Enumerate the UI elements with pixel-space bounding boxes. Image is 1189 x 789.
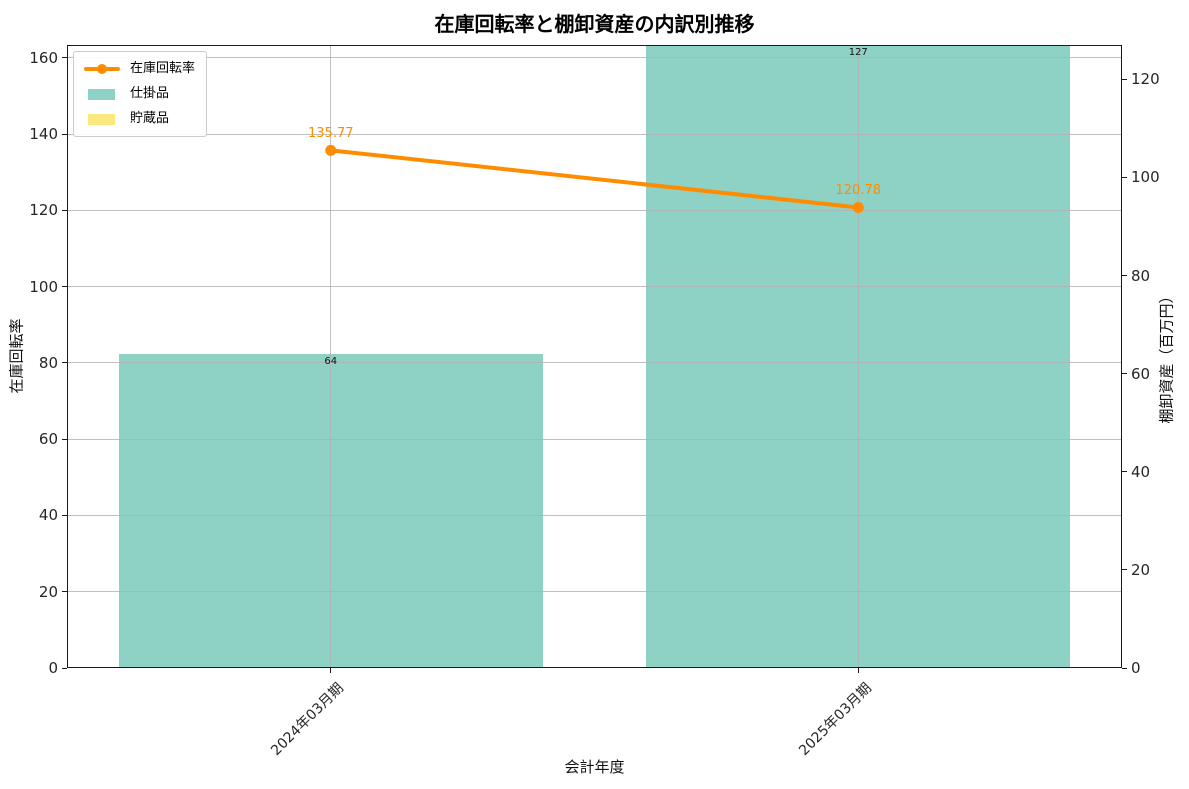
gridline-horizontal — [67, 286, 1122, 288]
line-point-label: 120.78 — [835, 183, 882, 199]
y-left-tick-label: 160 — [29, 48, 58, 67]
y-left-tick-mark — [62, 438, 67, 440]
gridline-vertical — [330, 45, 332, 668]
legend-swatch-yellow-icon — [88, 113, 115, 125]
gridline-horizontal — [67, 57, 1122, 59]
legend-item-stored: 貯蔵品 — [84, 110, 195, 128]
line-point-label: 135.77 — [308, 126, 354, 142]
y-right-tick-mark — [1122, 176, 1127, 178]
y-right-tick-label: 0 — [1131, 659, 1141, 677]
y-right-tick-label: 100 — [1131, 168, 1160, 187]
y-right-tick-mark — [1122, 667, 1127, 669]
y-left-tick-label: 120 — [29, 201, 58, 220]
y-right-tick-label: 80 — [1131, 266, 1151, 285]
y-left-tick-label: 20 — [38, 582, 58, 601]
x-tick-mark — [857, 668, 859, 673]
legend-swatch-teal-icon — [88, 88, 115, 100]
y-left-tick-mark — [62, 133, 67, 135]
line-marker — [325, 144, 337, 156]
line-marker — [852, 201, 864, 213]
legend-item-wip: 仕掛品 — [84, 85, 195, 103]
x-tick-label: 2025年03月期 — [795, 680, 875, 759]
y-right-tick-mark — [1122, 275, 1127, 277]
y-left-tick-mark — [62, 286, 67, 288]
x-tick-mark — [330, 668, 332, 673]
y-left-tick-mark — [62, 667, 67, 669]
y-left-tick-label: 0 — [48, 659, 58, 677]
line-path — [330, 148, 859, 210]
y-left-tick-label: 40 — [38, 506, 58, 525]
legend-label: 在庫回転率 — [130, 61, 196, 76]
y-right-tick-mark — [1122, 78, 1127, 80]
y-right-tick-mark — [1122, 471, 1127, 473]
gridline-horizontal — [67, 133, 1122, 135]
y-left-tick-label: 60 — [38, 430, 58, 449]
y-right-tick-label: 120 — [1131, 70, 1160, 89]
x-axis-label: 会計年度 — [564, 758, 625, 776]
bar-total-label: 127 — [848, 47, 868, 58]
y-left-tick-mark — [62, 514, 67, 516]
legend-line-marker-icon — [97, 64, 107, 74]
chart-title: 在庫回転率と棚卸資産の内訳別推移 — [434, 12, 755, 36]
turnover-line-series — [325, 144, 864, 213]
legend-line-sample-icon — [84, 64, 120, 74]
x-tick-label: 2024年03月期 — [268, 680, 348, 759]
y-left-tick-mark — [62, 591, 67, 593]
gridline-horizontal — [67, 514, 1122, 516]
gridline-horizontal — [67, 209, 1122, 211]
y-right-tick-label: 60 — [1131, 364, 1151, 383]
y-left-tick-mark — [62, 362, 67, 364]
plot-area: 135.77 120.78 64 127 — [67, 45, 1122, 668]
y-left-tick-label: 100 — [29, 277, 58, 296]
legend-item-line: 在庫回転率 — [84, 60, 195, 78]
y-left-tick-label: 140 — [29, 125, 58, 144]
gridline-horizontal — [67, 362, 1122, 364]
y-left-tick-mark — [62, 209, 67, 211]
y-right-tick-label: 40 — [1131, 462, 1151, 481]
legend-label: 仕掛品 — [130, 86, 170, 101]
bar-total-label: 64 — [324, 356, 338, 368]
y-right-tick-mark — [1122, 373, 1127, 375]
gridline-vertical — [857, 45, 859, 668]
legend: 在庫回転率 仕掛品 貯蔵品 — [73, 51, 208, 137]
y-right-tick-label: 20 — [1131, 560, 1151, 579]
y-axis-label-right: 棚卸資産（百万円） — [1157, 288, 1176, 424]
gridline-horizontal — [67, 591, 1122, 593]
y-right-tick-mark — [1122, 569, 1127, 571]
y-left-tick-label: 80 — [38, 353, 58, 372]
y-left-tick-mark — [62, 57, 67, 59]
legend-label: 貯蔵品 — [130, 111, 170, 126]
gridline-horizontal — [67, 438, 1122, 440]
